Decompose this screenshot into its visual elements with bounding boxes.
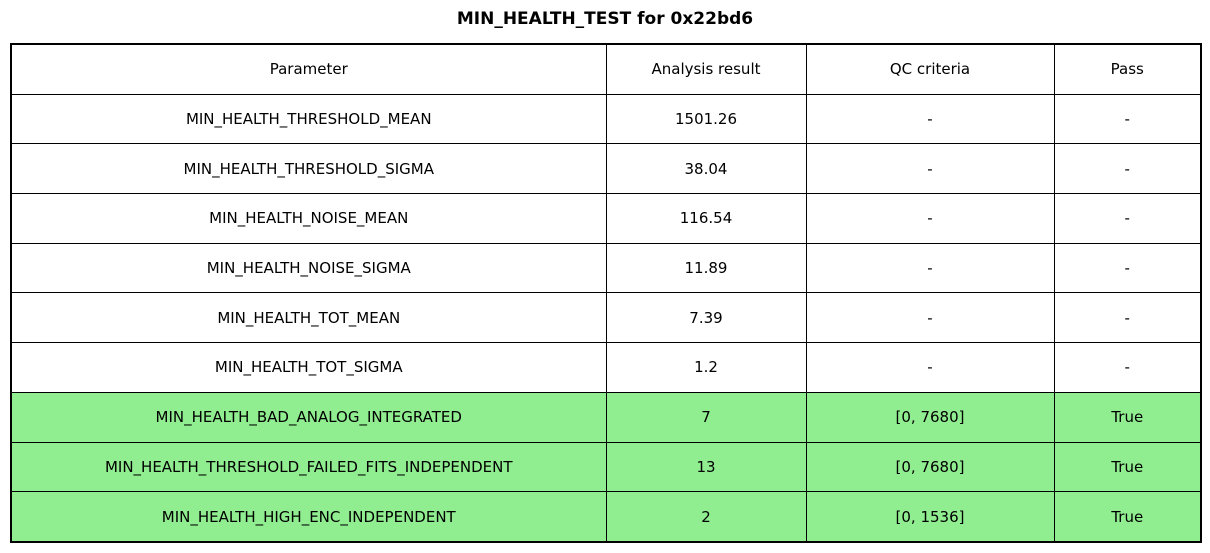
cell-qc-criteria: - bbox=[805, 143, 1055, 195]
column-header-analysis-result: Analysis result bbox=[605, 43, 807, 95]
cell-analysis-result: 11.89 bbox=[605, 242, 807, 294]
table-row: MIN_HEALTH_NOISE_SIGMA 11.89 - - bbox=[10, 242, 1202, 294]
cell-qc-criteria: - bbox=[805, 193, 1055, 244]
cell-analysis-result: 2 bbox=[605, 491, 807, 543]
column-header-parameter: Parameter bbox=[10, 43, 607, 95]
cell-pass: - bbox=[1053, 342, 1202, 393]
cell-analysis-result: 7 bbox=[605, 391, 807, 443]
cell-qc-criteria: - bbox=[805, 242, 1055, 294]
table-row-passed: MIN_HEALTH_BAD_ANALOG_INTEGRATED 7 [0, 7… bbox=[10, 391, 1202, 443]
cell-analysis-result: 1.2 bbox=[605, 342, 807, 393]
cell-pass: - bbox=[1053, 143, 1202, 195]
table-row: MIN_HEALTH_NOISE_MEAN 116.54 - - bbox=[10, 193, 1202, 244]
cell-pass: - bbox=[1053, 242, 1202, 294]
figure-title: MIN_HEALTH_TEST for 0x22bd6 bbox=[456, 9, 754, 29]
cell-pass: True bbox=[1053, 491, 1202, 543]
table-row: MIN_HEALTH_THRESHOLD_SIGMA 38.04 - - bbox=[10, 143, 1202, 195]
table-row: MIN_HEALTH_THRESHOLD_MEAN 1501.26 - - bbox=[10, 93, 1202, 145]
cell-qc-criteria: [0, 7680] bbox=[805, 441, 1055, 493]
cell-parameter: MIN_HEALTH_NOISE_SIGMA bbox=[10, 242, 607, 294]
cell-pass: True bbox=[1053, 391, 1202, 443]
cell-qc-criteria: - bbox=[805, 292, 1055, 344]
cell-qc-criteria: - bbox=[805, 342, 1055, 393]
cell-parameter: MIN_HEALTH_TOT_SIGMA bbox=[10, 342, 607, 393]
cell-pass: True bbox=[1053, 441, 1202, 493]
cell-parameter: MIN_HEALTH_NOISE_MEAN bbox=[10, 193, 607, 244]
table-row: MIN_HEALTH_TOT_MEAN 7.39 - - bbox=[10, 292, 1202, 344]
cell-analysis-result: 116.54 bbox=[605, 193, 807, 244]
table-header-row: Parameter Analysis result QC criteria Pa… bbox=[10, 43, 1202, 95]
qc-results-table: Parameter Analysis result QC criteria Pa… bbox=[10, 43, 1202, 543]
table-row-passed: MIN_HEALTH_HIGH_ENC_INDEPENDENT 2 [0, 15… bbox=[10, 491, 1202, 543]
cell-parameter: MIN_HEALTH_TOT_MEAN bbox=[10, 292, 607, 344]
cell-parameter: MIN_HEALTH_HIGH_ENC_INDEPENDENT bbox=[10, 491, 607, 543]
table-row-passed: MIN_HEALTH_THRESHOLD_FAILED_FITS_INDEPEN… bbox=[10, 441, 1202, 493]
cell-analysis-result: 7.39 bbox=[605, 292, 807, 344]
cell-parameter: MIN_HEALTH_BAD_ANALOG_INTEGRATED bbox=[10, 391, 607, 443]
cell-parameter: MIN_HEALTH_THRESHOLD_SIGMA bbox=[10, 143, 607, 195]
cell-parameter: MIN_HEALTH_THRESHOLD_FAILED_FITS_INDEPEN… bbox=[10, 441, 607, 493]
cell-pass: - bbox=[1053, 292, 1202, 344]
cell-analysis-result: 38.04 bbox=[605, 143, 807, 195]
cell-qc-criteria: - bbox=[805, 93, 1055, 145]
column-header-pass: Pass bbox=[1053, 43, 1202, 95]
column-header-qc-criteria: QC criteria bbox=[805, 43, 1055, 95]
cell-parameter: MIN_HEALTH_THRESHOLD_MEAN bbox=[10, 93, 607, 145]
cell-analysis-result: 13 bbox=[605, 441, 807, 493]
table-row: MIN_HEALTH_TOT_SIGMA 1.2 - - bbox=[10, 342, 1202, 393]
cell-qc-criteria: [0, 7680] bbox=[805, 391, 1055, 443]
cell-pass: - bbox=[1053, 193, 1202, 244]
cell-qc-criteria: [0, 1536] bbox=[805, 491, 1055, 543]
cell-pass: - bbox=[1053, 93, 1202, 145]
cell-analysis-result: 1501.26 bbox=[605, 93, 807, 145]
